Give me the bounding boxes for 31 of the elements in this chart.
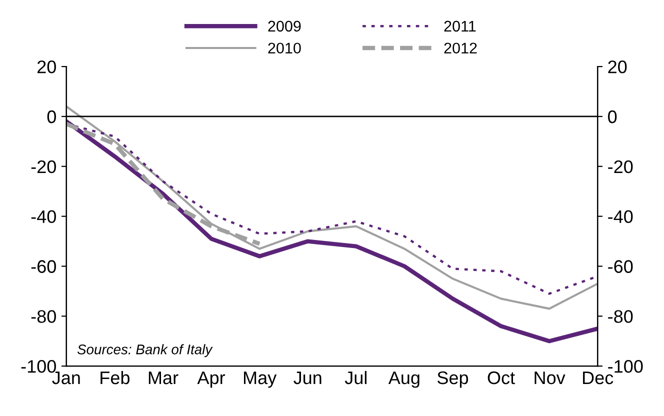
x-tick-label: Mar: [148, 372, 178, 384]
y-tick-label: -80: [31, 310, 56, 323]
x-tick-label: Jun: [294, 372, 322, 384]
y-tick-label: -20: [31, 160, 56, 174]
y2-tick-label: 20: [608, 60, 627, 74]
y2-tick-label: -60: [608, 260, 633, 273]
y2-tick-label: -100: [608, 360, 643, 373]
x-tick-label: May: [244, 372, 277, 388]
x-tick-label: Aug: [388, 372, 420, 388]
legend-label: 2010: [268, 42, 301, 54]
y2-tick-label: -40: [608, 210, 633, 224]
y-tick-label: 20: [38, 60, 56, 74]
x-tick-label: Oct: [488, 371, 515, 384]
annotation: Sources: Bank of Italy: [77, 344, 213, 358]
y2-tick-label: -20: [608, 160, 633, 174]
legend-label: 2011: [444, 20, 476, 32]
x-tick-label: Apr: [197, 372, 226, 388]
y-tick-label: -60: [31, 260, 56, 273]
x-tick-label: Feb: [100, 370, 130, 384]
x-tick-label: Nov: [534, 372, 566, 384]
legend-label: 2009: [268, 20, 301, 32]
x-tick-label: Jan: [52, 372, 80, 384]
y2-tick-label: -80: [608, 310, 633, 323]
x-tick-label: Sep: [437, 371, 468, 388]
x-tick-label: Jul: [344, 370, 366, 384]
y-tick-label: -100: [21, 360, 56, 373]
legend-label: 2012: [444, 42, 477, 54]
y2-tick-label: 0: [608, 110, 617, 124]
y-tick-label: 0: [47, 110, 56, 124]
y-tick-label: -40: [31, 210, 56, 224]
x-tick-label: Dec: [583, 372, 614, 384]
